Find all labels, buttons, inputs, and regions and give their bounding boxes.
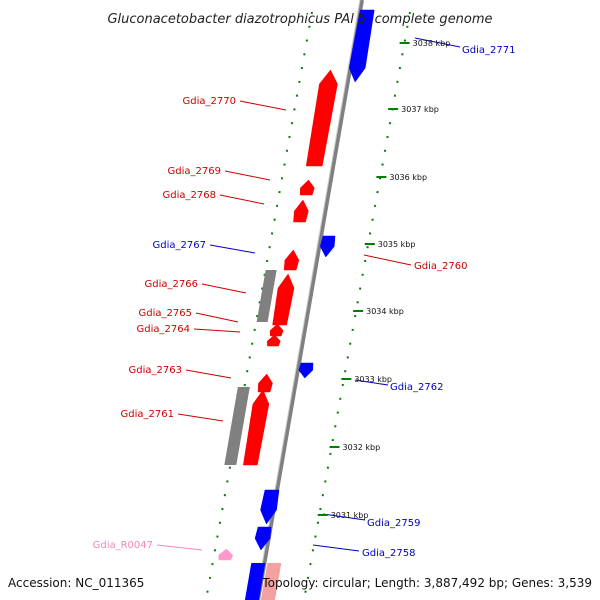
gene-arrow-gdia-2768 [293,199,309,223]
gene-label: Gdia_R0047 [93,540,153,551]
gene-arrow-gdia-2758 [254,526,272,551]
tick-label: 3034 kbp [366,307,404,316]
pseudogene-block [256,270,277,322]
accession-text: Accession: NC_011365 [8,576,144,590]
gene-leader-line [201,283,247,294]
inner-dotted-track [205,11,313,600]
tick-label: 3037 kbp [401,105,439,114]
label-layer: Gdia_2771 Gdia_2770 Gdia_2769 Gdia_2768 Gdia… [93,37,515,559]
gene-label: Gdia_2771 [462,45,515,56]
gene-block-pink [260,563,282,600]
gene-arrow-gdia-2764 [269,323,284,337]
gene-label: Gdia_2763 [129,365,182,376]
gene-leader-line [322,513,366,521]
gene-arrow-gdia-2767 [319,235,336,258]
gene-arrow-gdia-2760 [243,389,270,466]
gene-leader-line [219,194,265,205]
tick-label: 3033 kbp [354,375,392,384]
tick-label: 3038 kbp [413,39,451,48]
tick-label: 3032 kbp [343,443,381,452]
gene-arrow-gdia-2769 [299,179,315,196]
gene-leader-line [354,379,389,386]
gene-label: Gdia_2769 [168,166,221,177]
gene-arrow-gdia-2762 [298,362,314,379]
gene-leader-line [193,328,241,333]
gene-label: Gdia_2764 [137,324,190,335]
gene-leader-line [312,544,360,552]
gene-arrow-gdia-2766 [283,249,300,271]
gene-label: Gdia_2760 [414,261,467,272]
gene-label: Gdia_2759 [367,518,420,529]
gene-leader-line [156,544,203,551]
gene-leader-line [363,254,412,266]
gene-arrow-gdia-2770 [305,69,338,167]
gene-label: Gdia_2765 [139,308,192,319]
gene-leader-line [224,170,271,181]
tick-label: 3036 kbp [389,173,427,182]
gene-arrow-gdia-2765 [272,273,295,326]
gene-label: Gdia_2766 [145,279,198,290]
gene-arrow-gdia-2759 [260,489,280,525]
gene-label: Gdia_2758 [362,548,415,559]
gene-arrow-gdia-2763 [267,334,281,347]
gene-leader-line [195,312,239,323]
gene-leader-line [414,37,461,48]
gene-leader-line [239,100,287,111]
gene-label: Gdia_2770 [183,96,236,107]
gene-block-blue [244,563,266,600]
map-title: Gluconacetobacter diazotrophicus PAl 5, … [107,12,492,27]
tick-layer: 3038 kbp 3037 kbp 3036 kbp 3035 kbp 3034 kbp… [317,39,451,520]
tick-label: 3031 kbp [331,511,369,520]
gene-label: Gdia_2762 [390,382,443,393]
topology-text: Topology: circular; Length: 3,887,492 bp… [261,576,592,590]
feature-layer [218,9,375,600]
gene-label: Gdia_2768 [163,190,216,201]
gene-arrow-gdia-2771 [348,9,375,83]
gene-label: Gdia_2761 [121,409,174,420]
gene-leader-line [177,413,224,422]
tick-label: 3035 kbp [378,240,416,249]
gene-leader-line [185,369,232,379]
pseudogene-block [224,387,250,465]
gene-arrow-gdia-r0047 [218,548,233,561]
gene-label: Gdia_2767 [153,240,206,251]
gene-arrow-gdia-2761 [257,373,273,393]
gene-leader-line [209,244,256,254]
